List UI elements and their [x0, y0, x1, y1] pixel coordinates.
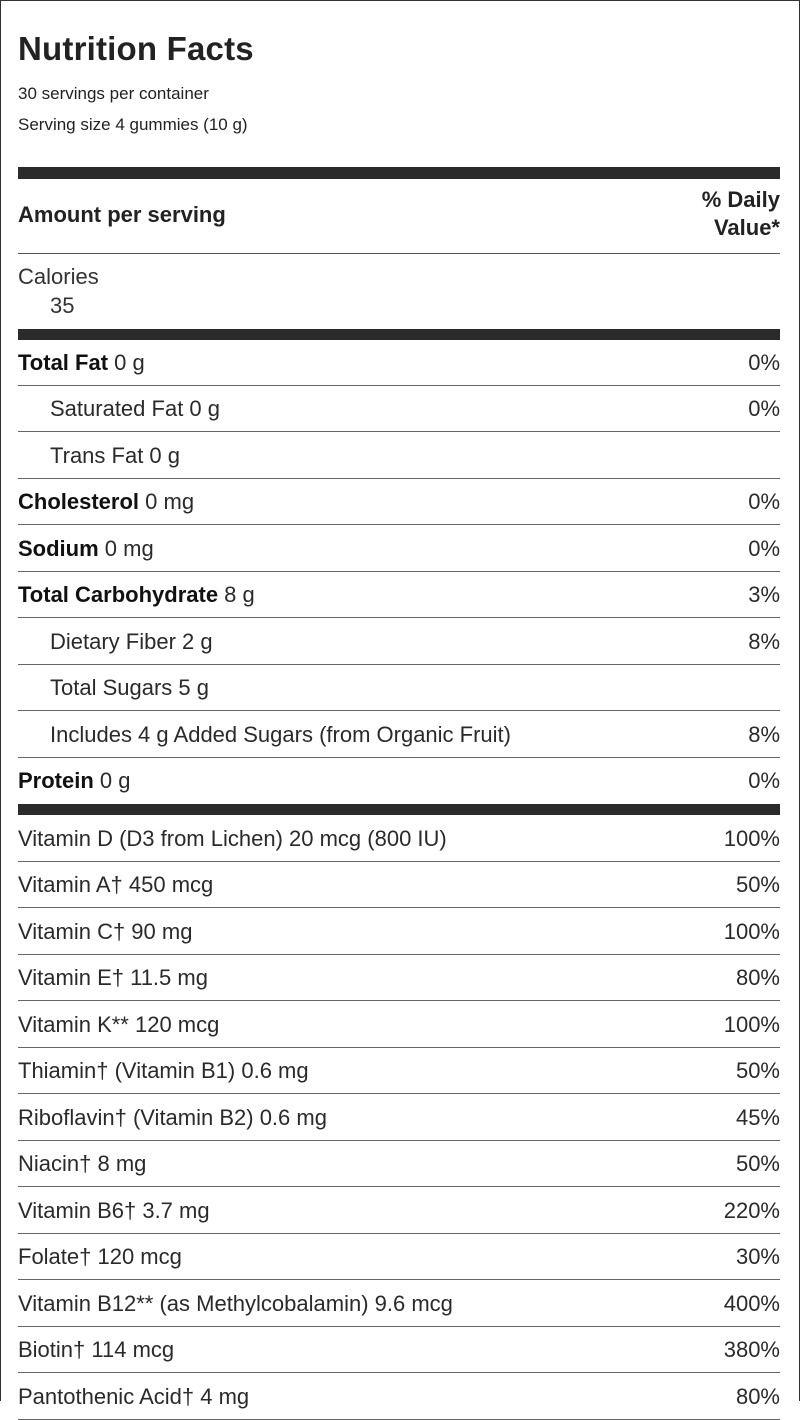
- nutrient-name: Sodium: [18, 536, 99, 561]
- vitamin-row-vitamin-d: Vitamin D (D3 from Lichen) 20 mcg (800 I…: [18, 816, 780, 862]
- nutrient-name: Riboflavin† (Vitamin B2) 0.6 mg: [18, 1105, 327, 1130]
- nutrient-name: Dietary Fiber 2 g: [50, 629, 213, 654]
- daily-value-percent: 0%: [748, 536, 780, 561]
- vitamin-row-vitamin-a: Vitamin A† 450 mcg 50%: [18, 862, 780, 908]
- nutrient-row-total-carbohydrate: Total Carbohydrate 8 g 3%: [18, 572, 780, 618]
- nutrient-name: Cholesterol: [18, 489, 140, 514]
- vitamin-row-pantothenic-acid: Pantothenic Acid† 4 mg 80%: [18, 1374, 780, 1420]
- daily-value-percent: 0%: [748, 489, 780, 514]
- daily-value-percent: 80%: [735, 965, 780, 990]
- daily-value-percent: 380%: [723, 1337, 780, 1362]
- amount-per-serving-heading: Amount per serving: [18, 202, 226, 227]
- daily-value-percent: 400%: [723, 1291, 780, 1316]
- nutrient-amount: 0 mg: [98, 536, 154, 561]
- calories-value: 35: [50, 293, 75, 318]
- thin-divider: [18, 253, 780, 254]
- nutrient-name: Biotin† 114 mcg: [18, 1337, 175, 1362]
- vitamin-row-niacin: Niacin† 8 mg 50%: [18, 1141, 780, 1187]
- nutrient-name: Folate† 120 mcg: [18, 1244, 182, 1269]
- daily-value-percent: 8%: [748, 629, 780, 654]
- nutrient-name: Vitamin C† 90 mg: [18, 919, 193, 944]
- daily-value-percent: 30%: [735, 1244, 780, 1269]
- vitamin-row-vitamin-b12: Vitamin B12** (as Methylcobalamin) 9.6 m…: [18, 1281, 780, 1327]
- daily-value-percent: 80%: [735, 1384, 780, 1409]
- vitamin-row-vitamin-b6: Vitamin B6† 3.7 mg 220%: [18, 1188, 780, 1234]
- daily-value-percent: 50%: [735, 1058, 780, 1083]
- nutrient-row-cholesterol: Cholesterol 0 mg 0%: [18, 479, 780, 525]
- servings-per-container: 30 servings per container: [18, 84, 209, 103]
- nutrient-name: Protein: [18, 768, 94, 793]
- vitamin-row-biotin: Biotin† 114 mcg 380%: [18, 1327, 780, 1373]
- nutrient-name: Pantothenic Acid† 4 mg: [18, 1384, 250, 1409]
- nutrient-row-saturated-fat: Saturated Fat 0 g 0%: [18, 386, 780, 432]
- medium-divider: [18, 804, 780, 815]
- nutrient-name: Saturated Fat 0 g: [50, 396, 220, 421]
- nutrient-name: Total Fat: [18, 350, 109, 375]
- daily-value-percent: 100%: [723, 1012, 780, 1037]
- nutrient-row-trans-fat: Trans Fat 0 g: [18, 433, 780, 479]
- thick-divider: [18, 167, 780, 179]
- vitamin-row-folate: Folate† 120 mcg 30%: [18, 1234, 780, 1280]
- daily-value-percent: 8%: [748, 722, 780, 747]
- nutrient-row-added-sugars: Includes 4 g Added Sugars (from Organic …: [18, 712, 780, 758]
- nutrient-amount: 0 g: [93, 768, 131, 793]
- serving-size: Serving size 4 gummies (10 g): [18, 115, 248, 134]
- daily-value-percent: 50%: [735, 1151, 780, 1176]
- nutrient-name: Vitamin B6† 3.7 mg: [18, 1198, 210, 1223]
- daily-value-percent: 100%: [723, 826, 780, 851]
- nutrient-name: Includes 4 g Added Sugars (from Organic …: [50, 722, 511, 747]
- vitamin-row-riboflavin: Riboflavin† (Vitamin B2) 0.6 mg 45%: [18, 1095, 780, 1141]
- nutrient-amount: 0 mg: [139, 489, 195, 514]
- daily-value-percent: 45%: [735, 1105, 780, 1130]
- nutrient-name: Vitamin D (D3 from Lichen) 20 mcg (800 I…: [18, 826, 447, 851]
- daily-value-line1: % Daily: [701, 187, 780, 212]
- daily-value-percent: 3%: [748, 582, 780, 607]
- nutrient-name: Total Carbohydrate: [18, 582, 219, 607]
- nutrient-amount: 8 g: [218, 582, 255, 607]
- daily-value-percent: 50%: [735, 872, 780, 897]
- vitamin-row-thiamin: Thiamin† (Vitamin B1) 0.6 mg 50%: [18, 1048, 780, 1094]
- nutrient-name: Thiamin† (Vitamin B1) 0.6 mg: [18, 1058, 309, 1083]
- nutrient-row-total-fat: Total Fat 0 g 0%: [18, 340, 780, 386]
- vitamin-row-vitamin-k: Vitamin K** 120 mcg 100%: [18, 1002, 780, 1048]
- daily-value-line2: Value*: [713, 215, 780, 240]
- nutrient-name: Niacin† 8 mg: [18, 1151, 147, 1176]
- nutrient-row-sodium: Sodium 0 mg 0%: [18, 526, 780, 572]
- nutrient-row-dietary-fiber: Dietary Fiber 2 g 8%: [18, 619, 780, 665]
- nutrient-amount: 0 g: [108, 350, 145, 375]
- nutrient-name: Trans Fat 0 g: [50, 443, 181, 468]
- daily-value-percent: 0%: [748, 396, 780, 421]
- nutrient-row-protein: Protein 0 g 0%: [18, 758, 780, 804]
- calories-label: Calories: [18, 264, 99, 289]
- daily-value-percent: 220%: [723, 1198, 780, 1223]
- label-title: Nutrition Facts: [18, 30, 254, 67]
- medium-divider: [18, 329, 780, 340]
- nutrient-name: Vitamin A† 450 mcg: [18, 872, 214, 897]
- daily-value-percent: 0%: [748, 768, 780, 793]
- daily-value-heading: % Daily Value*: [702, 186, 780, 242]
- nutrient-name: Vitamin K** 120 mcg: [18, 1012, 220, 1037]
- nutrient-name: Total Sugars 5 g: [50, 675, 209, 700]
- nutrient-name: Vitamin B12** (as Methylcobalamin) 9.6 m…: [18, 1291, 453, 1316]
- nutrient-row-total-sugars: Total Sugars 5 g: [18, 665, 780, 711]
- nutrient-name: Vitamin E† 11.5 mg: [18, 965, 208, 990]
- vitamin-row-vitamin-e: Vitamin E† 11.5 mg 80%: [18, 955, 780, 1001]
- daily-value-percent: 0%: [748, 350, 780, 375]
- vitamin-row-vitamin-c: Vitamin C† 90 mg 100%: [18, 909, 780, 955]
- daily-value-percent: 100%: [723, 919, 780, 944]
